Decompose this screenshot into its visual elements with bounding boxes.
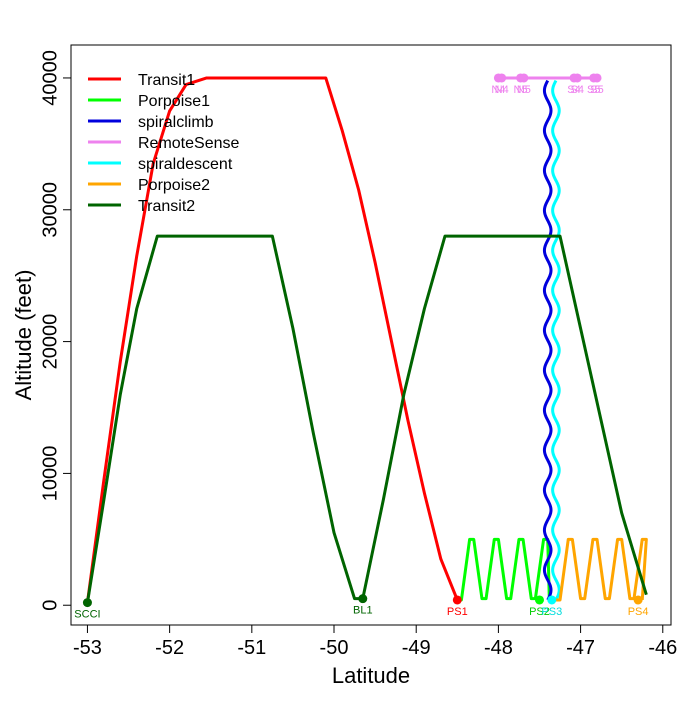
waypoint-marker [82, 598, 92, 608]
waypoint-marker [547, 595, 557, 605]
plot-frame [70, 44, 672, 626]
series-line-porpoise1 [457, 537, 551, 602]
waypoint-label: S4 [567, 84, 580, 96]
waypoint-label: SCCI [74, 609, 100, 621]
waypoint-label: S5 [590, 84, 603, 96]
legend-label: Transit2 [138, 198, 195, 215]
y-tick-label: 40000 [39, 50, 61, 106]
waypoint-label: N5 [514, 84, 528, 96]
y-tick-label: 20000 [39, 314, 61, 370]
x-tick-label: -49 [402, 637, 431, 659]
series-line-porpoise2 [555, 537, 648, 602]
legend-label: RemoteSense [138, 135, 239, 152]
series-line-spiralclimb [542, 79, 553, 601]
waypoint-label: BL1 [353, 605, 373, 617]
y-tick-label: 10000 [39, 446, 61, 502]
legend-label: spiraldescent [138, 156, 233, 173]
legend-label: Porpoise1 [138, 93, 210, 110]
axis-layer: -53 -52 -51 -50 -49 -48 -47 -46 0 10000 20000 30000… [39, 50, 677, 659]
waypoint-marker [519, 73, 529, 83]
y-tick-label: 0 [39, 600, 61, 611]
y-axis-title: Altitude (feet) [11, 270, 36, 401]
waypoint-marker [592, 73, 602, 83]
x-tick-label: -52 [155, 637, 184, 659]
waypoint-label: N5 [517, 84, 531, 96]
x-tick-label: -51 [237, 637, 266, 659]
waypoint-label: N4 [495, 84, 509, 96]
series-line-transit1 [85, 76, 459, 603]
legend-label: Transit1 [138, 72, 195, 89]
waypoint-label: N4 [491, 84, 505, 96]
waypoint-label: S4 [571, 84, 584, 96]
x-axis-title: Latitude [332, 663, 410, 688]
waypoint-label: PS1 [447, 606, 468, 618]
waypoint-marker [572, 73, 582, 83]
x-tick-label: -46 [648, 637, 677, 659]
legend-label: spiralclimb [138, 114, 214, 131]
x-tick-label: -47 [566, 637, 595, 659]
waypoint-marker [358, 594, 368, 604]
waypoint-marker [534, 595, 544, 605]
waypoint-marker [452, 595, 462, 605]
y-tick-label: 30000 [39, 182, 61, 238]
waypoint-marker [497, 73, 507, 83]
waypoint-marker [633, 595, 643, 605]
legend: Transit1 Porpoise1 spiralclimb RemoteSense s… [88, 72, 239, 215]
waypoint-label: PS4 [628, 606, 649, 618]
waypoint-label: S5 [587, 84, 600, 96]
series-line-spiraldescent [551, 79, 561, 601]
legend-label: Porpoise2 [138, 177, 210, 194]
waypoint-label: PS3 [541, 606, 562, 618]
x-tick-label: -48 [484, 637, 513, 659]
waypoint-label: PS2 [529, 606, 550, 618]
x-tick-label: -53 [73, 637, 102, 659]
x-tick-label: -50 [320, 637, 349, 659]
